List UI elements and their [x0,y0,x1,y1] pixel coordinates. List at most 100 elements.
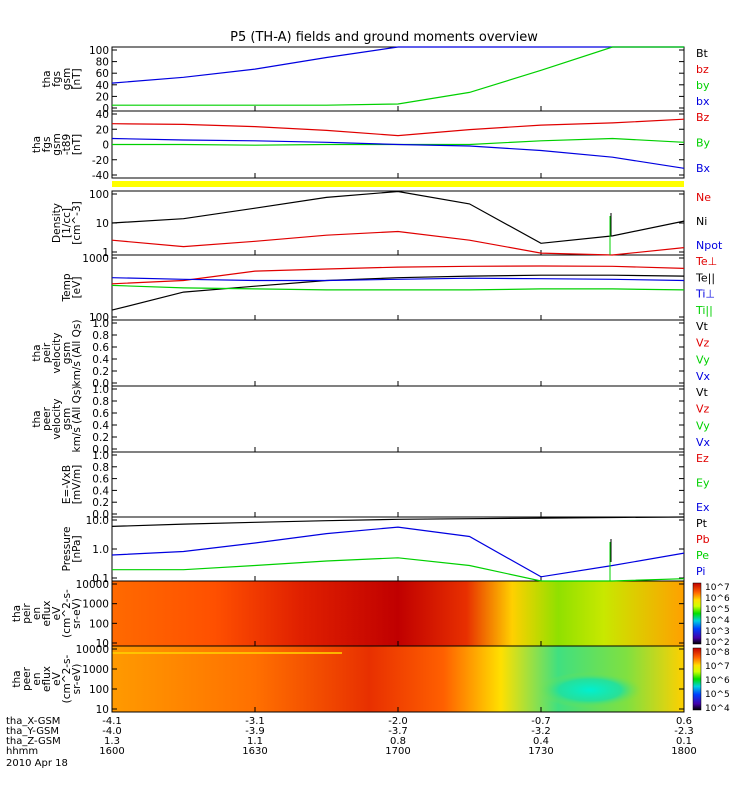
footer-row-label: tha_Z-GSM [6,736,61,747]
series-fgs-gsm-by [112,46,684,106]
footer-value-hhmm: 1730 [528,746,553,757]
legend-ey: Ey [696,477,710,490]
legend-bt: Bt [696,47,709,60]
series-fgs-gsm-t89-bz [111,118,685,137]
footer-value-z: 1.1 [247,736,263,747]
footer-row-label: hhmm [6,746,38,757]
ytick-label: 1.0 [92,544,109,556]
ylabel-line: peer [21,666,33,691]
ytick-label: 1.0 [92,450,109,462]
ytick-label: 0.6 [92,474,109,486]
colorbar-label: 10^7 [705,662,730,672]
ylabel-line: [nT] [71,68,83,89]
colorbar-label: 10^6 [705,594,730,604]
footer-value-z: 0.8 [390,736,406,747]
ylabel-line: gsm [51,133,63,155]
legend-by: By [696,137,711,150]
ytick-label: 0.4 [92,354,109,366]
ylabel-line: [cm^-3] [71,201,83,244]
quality-flag-bar [112,181,684,187]
ytick-label: -40 [92,170,109,182]
legend-ex: Ex [696,501,710,514]
panel-frame [111,385,685,453]
ylabel-line: tha [11,605,23,622]
colorbar-label: 10^5 [705,605,730,615]
ylabel-line: peir [21,603,33,624]
legend-bx: Bx [696,162,711,175]
ylabel-line: fgs [41,137,53,153]
ylabel-line: en [31,607,43,620]
footer-value-z: 0.4 [533,736,549,747]
series-density-ni [111,190,685,244]
legend-pb: Pb [696,533,710,546]
legend-bz: bz [696,63,709,76]
ytick-label: 0 [102,140,109,152]
ylabel-line: km/s (All Qs) [71,320,83,387]
ytick-label: 0.4 [92,485,109,497]
panel-frame [111,319,685,387]
legend-te||: Te|| [695,271,715,284]
ytick-label: 10 [96,218,109,230]
ytick-label: 100 [89,312,109,324]
series-temp-ti⊥ [111,277,685,282]
footer-row-label: 2010 Apr 18 [6,758,68,769]
ylabel-line: en [31,672,43,685]
ylabel-line: Pressure [61,527,73,572]
spectrogram-fill [112,581,684,646]
ytick-label: 40 [96,80,109,92]
series-pressure-pe [112,557,685,582]
ylabel-line: velocity [51,398,63,439]
panel-frame [111,46,685,112]
ytick-label: 10 [96,638,109,650]
panel-frame [111,254,685,321]
ytick-label: 1000 [82,253,109,265]
colorbar-label: 10^8 [705,648,730,658]
ytick-label: 0.8 [92,396,109,408]
ytick-label: 10.0 [86,515,109,527]
legend-vt: Vt [696,320,709,333]
ylabel-line: gsm [61,68,73,90]
legend-ni: Ni [696,215,707,228]
ytick-label: 0.4 [92,420,109,432]
colorbar-label: 10^5 [705,690,730,700]
ytick-label: 40 [96,109,109,121]
footer-value-hhmm: 1700 [385,746,410,757]
spectrogram-band [112,652,342,654]
ylabel-line: gsm [61,342,73,364]
ylabel-line: [nPa] [71,535,83,562]
plot-title: P5 (TH-A) fields and ground moments over… [230,30,538,45]
footer-value-x: -0.7 [531,716,551,727]
legend-te⊥: Te⊥ [695,255,717,268]
legend-vt: Vt [696,386,709,399]
legend-ti⊥: Ti⊥ [695,288,715,301]
ylabel-line: tha [41,70,53,87]
footer-value-x: -2.0 [388,716,408,727]
ytick-label: 0.1 [92,573,109,585]
ylabel-line: eflux [41,601,53,627]
legend-ti||: Ti|| [695,304,713,317]
ytick-label: 0.0 [92,378,109,390]
series-pressure-pi [111,526,685,578]
panel-efield: 1.00.80.60.40.20.0 E=-VxB[mV/m] Ez Ey Ex [61,450,710,521]
ytick-label: 1000 [82,664,109,676]
ylabel-line: E=-VxB [61,465,73,504]
ylabel-line: sr-eV) [71,664,83,695]
panel-peer-spectrogram: 10000 1000 100 10 thapeerenefluxeV(cm^2-s-sr… [11,644,730,716]
ytick-label: -20 [92,155,109,167]
colorbar-label: 10^6 [705,676,730,686]
panel-temp: 1000 100 Temp[eV] Te⊥ Te|| Ti⊥ Ti|| [61,253,717,324]
footer-row-label: tha_Y-GSM [6,726,59,737]
ylabel-line: fgs [51,71,63,87]
panel-peer-velocity: 1.00.80.60.40.20.0 thapeervelocitygsmkm/s… [31,384,711,456]
legend-vy: Vy [696,419,710,432]
ytick-label: 100 [89,189,109,201]
footer-row-label: tha_X-GSM [6,716,60,727]
colorbar-label: 10^4 [705,704,730,714]
footer-value-x: -4.1 [102,716,122,727]
ytick-label: 0.2 [92,366,109,378]
footer-value-hhmm: 1600 [99,746,124,757]
ylabel-line: sr-eV) [71,598,83,629]
colorbar-label: 10^7 [705,583,730,593]
colorbar-label: 10^2 [705,638,730,648]
